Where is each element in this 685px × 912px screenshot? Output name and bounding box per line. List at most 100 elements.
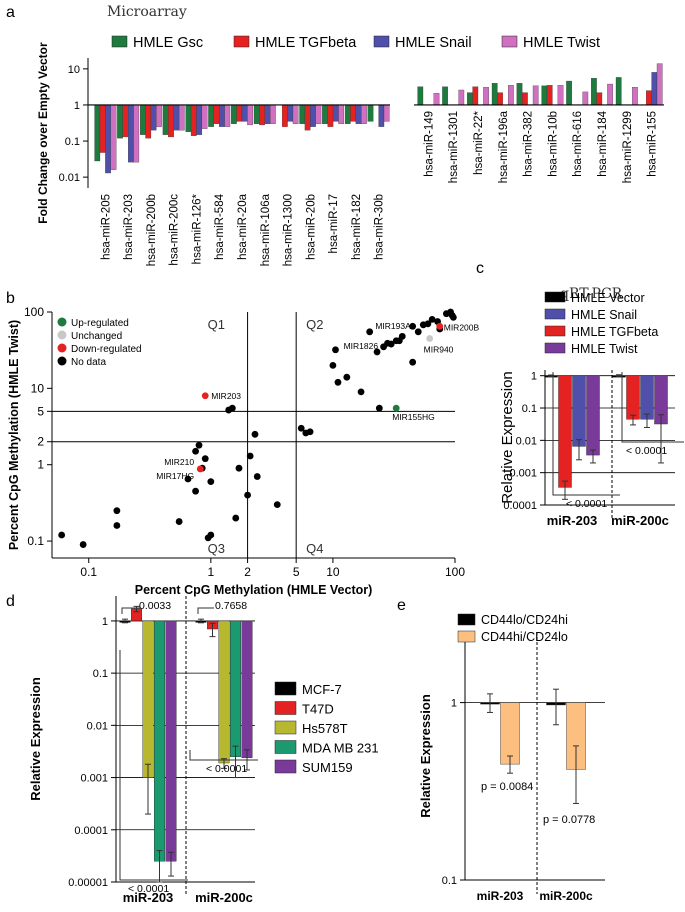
panel-label-e: e xyxy=(397,597,406,614)
point-no-data xyxy=(251,430,259,438)
bar-sum159-mir-203 xyxy=(165,620,177,862)
bar-hmle-snail-hsa-mir-106a xyxy=(264,104,271,124)
bar-hmle-snail-hsa-mir-1300 xyxy=(287,104,294,122)
p-value-1: < 0.0001 xyxy=(566,498,607,510)
bar-mda-mb-231-mir-200c xyxy=(230,620,241,757)
y-tick-label: 10 xyxy=(68,64,80,76)
panel-a-chart: Microarray 0.01 0.1 1 10 Fold Change over Emp… xyxy=(36,4,664,266)
bar-hs578t-mir-200c xyxy=(218,620,230,764)
bar-hmle-twist-hsa-mir-155 xyxy=(656,63,663,106)
point-unchanged xyxy=(426,335,434,342)
bar-hmle-snail-hsa-mir-584 xyxy=(219,104,225,127)
p-bracket-4 xyxy=(189,750,258,761)
category-label-mir-203: miR-203 xyxy=(547,513,598,528)
point-no-data xyxy=(428,315,436,323)
point-up-regulated xyxy=(392,404,400,412)
bar-hmle-snail-hsa-mir-205 xyxy=(105,104,111,174)
legend-swatch-cd44lo-cd24hi xyxy=(457,613,476,626)
point-no-data xyxy=(329,361,337,369)
x-tick-label: 1 xyxy=(207,565,214,579)
legend-swatch-hmle-twist xyxy=(501,35,518,48)
point-no-data xyxy=(113,507,121,515)
legend-label-cd44lo-cd24hi: CD44lo/CD24hi xyxy=(481,613,568,627)
y-tick-label: 0.1 xyxy=(93,668,108,680)
bar-hmle-snail-mir-203 xyxy=(572,375,586,447)
bar-hmle-twist-hsa-mir-382 xyxy=(532,85,539,106)
bar-hmle-tgfbeta-hsa-mir-155 xyxy=(646,90,652,106)
bar-hmle-gsc-hsa-mir-382 xyxy=(516,83,523,106)
bar-hmle-twist-hsa-mir-616 xyxy=(582,91,589,106)
bar-hmle-twist-hsa-mir-17 xyxy=(338,104,345,124)
legend-swatch-hs578t xyxy=(274,720,297,735)
category-label-hsa-mir-30b: hsa-miR-30b xyxy=(374,194,386,260)
bar-hmle-twist-hsa-mir-22 xyxy=(483,87,489,106)
point-no-data xyxy=(387,340,395,348)
point-no-data xyxy=(424,320,432,328)
category-label-hsa-mir-149: hsa-miR-149 xyxy=(423,111,435,177)
bar-hmle-gsc-hsa-mir-126 xyxy=(185,104,192,132)
y-tick-label: 0.1 xyxy=(65,136,80,148)
point-no-data xyxy=(297,424,305,432)
legend-label-cd44hi-cd24lo: CD44hi/CD24lo xyxy=(481,630,568,644)
bar-hmle-snail-hsa-mir-30b xyxy=(378,104,385,127)
point-no-data xyxy=(58,531,66,539)
y-tick-label: 0.0001 xyxy=(74,825,108,837)
bar-hmle-tgfbeta-hsa-mir-382 xyxy=(522,92,528,106)
bar-hmle-twist-mir-203 xyxy=(586,375,600,456)
p-bracket-1 xyxy=(552,372,620,496)
category-label-hsa-mir-584: hsa-miR-584 xyxy=(214,193,226,259)
p-value-3: < 0.0001 xyxy=(128,883,169,895)
category-label-hsa-mir-155: hsa-miR-155 xyxy=(647,111,659,177)
y-tick-label: 1 xyxy=(451,698,457,710)
bar-hmle-gsc-hsa-mir-1299 xyxy=(615,77,622,106)
panel-c-chart: qRT-PCR 0.0001 0.001 0.01 0.1 1 Relative Expre… xyxy=(499,286,684,528)
category-label-hsa-mir-182: hsa-miR-182 xyxy=(351,194,363,260)
annotation-mir200b: MIR200B xyxy=(444,322,480,332)
bar-hmle-tgfbeta-hsa-mir-203 xyxy=(122,104,129,138)
panel-label-b: b xyxy=(6,290,15,307)
x-tick-label: 0.1 xyxy=(80,565,97,579)
point-no-data xyxy=(343,373,351,381)
point-no-data xyxy=(232,514,240,522)
point-no-data xyxy=(228,404,236,412)
point-no-data xyxy=(246,452,254,460)
bar-sum159-mir-200c xyxy=(241,620,253,758)
legend-swatch-hmle-snail xyxy=(373,35,390,48)
quadrant-label-q3: Q3 xyxy=(208,541,225,556)
category-label-mir-203: miR-203 xyxy=(123,890,174,905)
bar-hmle-tgfbeta-hsa-mir-17 xyxy=(327,104,334,127)
p-bracket-2 xyxy=(197,607,214,614)
bar-hmle-tgfbeta-hsa-mir-126 xyxy=(190,104,197,136)
bar-hmle-tgfbeta-mir-203 xyxy=(558,375,572,488)
legend-label-unchanged: Unchanged xyxy=(71,331,122,342)
point-no-data xyxy=(414,328,422,336)
category-label-mir-200c: miR-200c xyxy=(539,889,593,903)
x-tick-label: 10 xyxy=(326,565,340,579)
chart-title: qRT-PCR xyxy=(560,286,623,302)
legend-swatch-hmle-vector xyxy=(544,291,566,303)
annotation-mir193a: MIR193A xyxy=(375,321,411,331)
category-label-hsa-mir-616: hsa-miR-616 xyxy=(572,111,584,177)
bar-hmle-tgfbeta-hsa-mir-205 xyxy=(99,104,106,153)
legend-label-sum159: SUM159 xyxy=(302,760,353,775)
legend-label-hmle-snail: HMLE Snail xyxy=(395,35,472,51)
bar-hmle-tgfbeta-hsa-mir-200c xyxy=(168,104,174,138)
bar-hmle-gsc-hsa-mir-200b xyxy=(139,104,146,135)
legend-swatch-hmle-tgfbeta xyxy=(233,35,250,48)
point-no-data xyxy=(273,501,281,509)
legend-label-hs578t: Hs578T xyxy=(302,721,348,736)
p-value-2: < 0.0001 xyxy=(626,445,667,457)
bar-hmle-tgfbeta-mir-200c xyxy=(626,375,640,420)
bar-hmle-gsc-hsa-mir-205 xyxy=(94,104,101,162)
y-tick-label: 1 xyxy=(102,616,108,628)
category-label-hsa-mir-20a: hsa-miR-20a xyxy=(237,193,249,259)
y-axis-label: Relative Expression xyxy=(499,371,516,504)
bar-hmle-gsc-hsa-mir-20a xyxy=(231,104,237,124)
bar-hmle-snail-mir-200c xyxy=(640,375,654,420)
point-no-data xyxy=(175,518,183,525)
bar-hmle-twist-hsa-mir-584 xyxy=(224,104,231,127)
bar-hmle-twist-hsa-mir-196a xyxy=(508,85,514,106)
x-tick-label: 5 xyxy=(293,565,300,579)
bar-mda-mb-231-mir-203 xyxy=(154,620,165,862)
